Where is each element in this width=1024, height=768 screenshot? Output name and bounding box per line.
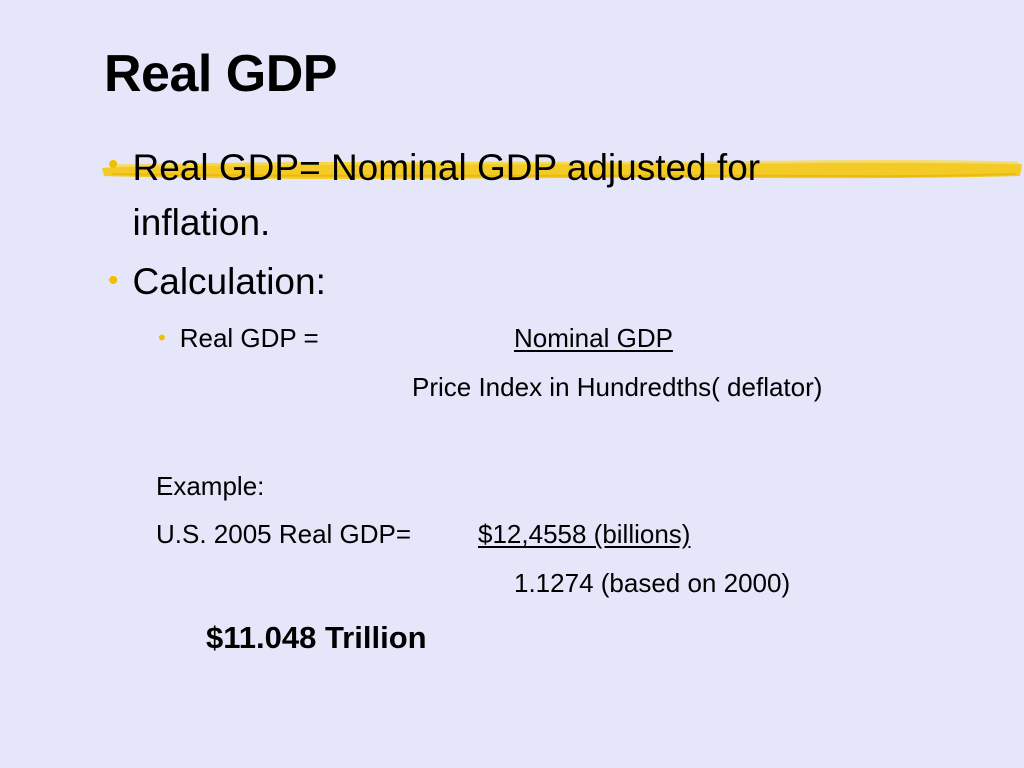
bullet-dot-icon: • (108, 264, 119, 297)
example-result: $11.048 Trillion (206, 620, 427, 655)
sub-bullet-dot-icon: • (158, 325, 166, 350)
bullet-text: Calculation: (132, 261, 326, 302)
formula-denominator: Price Index in Hundredths( deflator) (412, 372, 823, 402)
example-numerator: $12,4558 (billions) (478, 519, 691, 549)
sub-bullet-item: • Real GDP = (158, 322, 319, 354)
example-label: U.S. 2005 Real GDP= (156, 519, 412, 549)
example-heading: Example: (156, 471, 265, 501)
formula-label: Real GDP = (179, 323, 319, 353)
bullet-item: • Calculation: (108, 260, 326, 304)
bullet-dot-icon: • (108, 148, 119, 181)
bullet-item: • Real GDP= Nominal GDP adjusted for inf… (108, 140, 868, 250)
highlighter-stroke (102, 160, 1022, 179)
formula-numerator: Nominal GDP (514, 323, 673, 353)
bullet-text: Real GDP= Nominal GDP adjusted for infla… (132, 147, 761, 243)
slide-title: Real GDP (104, 45, 337, 103)
example-denominator: 1.1274 (based on 2000) (514, 568, 791, 598)
